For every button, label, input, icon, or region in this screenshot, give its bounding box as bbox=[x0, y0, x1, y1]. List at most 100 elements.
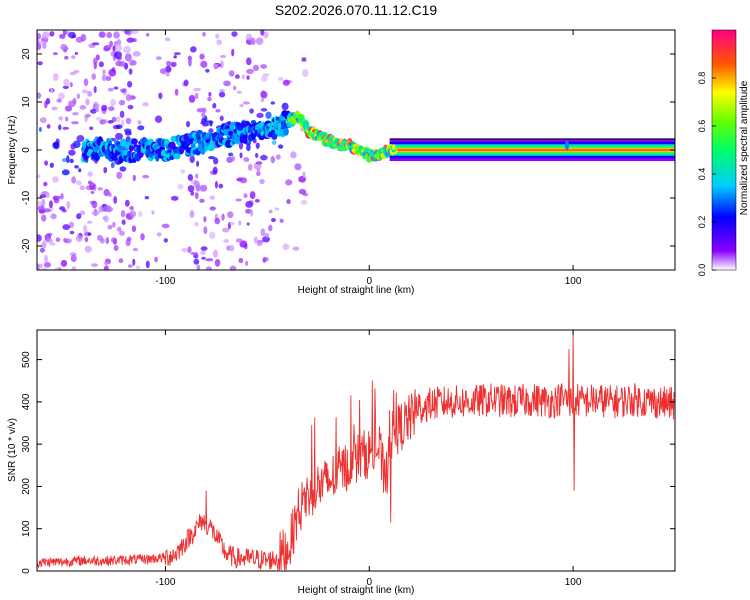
spectrogram-noise-blob bbox=[279, 218, 284, 223]
spectrogram-noise-blob bbox=[37, 92, 42, 99]
spectrogram-noise-blob bbox=[58, 116, 64, 121]
spectrogram-noise-blob bbox=[209, 206, 216, 211]
spectrogram-noise-blob bbox=[231, 155, 235, 162]
spectrogram-noise-blob bbox=[187, 246, 192, 254]
snr-x-tick-label: -100 bbox=[155, 577, 175, 588]
spectrogram-noise-blob bbox=[160, 68, 167, 75]
spectrogram-noise-blob bbox=[208, 128, 214, 134]
spectrogram-noise-blob bbox=[202, 107, 207, 114]
spectrogram-noise-blob bbox=[190, 46, 197, 53]
spectrogram-noise-blob bbox=[228, 70, 235, 77]
spectrogram-noise-blob bbox=[249, 191, 256, 200]
spectrogram-noise-blob bbox=[91, 263, 99, 267]
spectrogram-noise-blob bbox=[111, 116, 117, 123]
spectrogram-noise-blob bbox=[113, 86, 119, 90]
spectrogram-noise-blob bbox=[66, 201, 71, 209]
spectrogram-noise-blob bbox=[193, 87, 202, 92]
snr-x-tick-label: 100 bbox=[565, 577, 582, 588]
spectrogram-noise-blob bbox=[212, 102, 217, 109]
spectrogram-noise-blob bbox=[71, 111, 79, 116]
spectrogram-ridge-band bbox=[389, 149, 675, 151]
spectrogram-noise-blob bbox=[223, 239, 230, 243]
spectrogram-noise-blob bbox=[41, 267, 48, 270]
spectrogram-noise-blob bbox=[205, 266, 213, 270]
spectrogram-noise-blob bbox=[62, 85, 69, 90]
spectrogram-noise-blob bbox=[144, 195, 150, 200]
spectrogram-noise-blob bbox=[231, 31, 238, 37]
spectrogram-noise-blob bbox=[75, 234, 83, 243]
spectrogram-noise-blob bbox=[201, 112, 206, 118]
spectrogram-noise-blob bbox=[262, 257, 267, 264]
spectrogram-noise-blob bbox=[301, 57, 307, 62]
colorbar-tick-label: 0.2 bbox=[697, 216, 707, 229]
spectrogram-noise-blob bbox=[140, 233, 145, 241]
spectrogram-noise-blob bbox=[96, 234, 103, 241]
spectrogram-noise-blob bbox=[194, 221, 200, 227]
snr-x-axis: -100 0 100 bbox=[155, 330, 582, 588]
spectrogram-noise-blob bbox=[193, 180, 200, 188]
spectrogram-noise-blob bbox=[58, 124, 62, 131]
spectrogram-noise-blob bbox=[53, 197, 60, 204]
spectrogram-noise-blob bbox=[129, 210, 137, 218]
spectrogram-noise-blob bbox=[51, 106, 58, 111]
spectrogram-noise-blob bbox=[170, 61, 177, 67]
spectrogram-noise-blob bbox=[105, 75, 112, 81]
snr-y-tick-label: 400 bbox=[21, 393, 32, 410]
spectrogram-noise-blob bbox=[87, 90, 93, 97]
spectrogram-noise-blob bbox=[129, 206, 134, 211]
snr-y-axis: 0 100 200 300 400 500 bbox=[21, 351, 675, 574]
spectrogram-noise-blob bbox=[209, 231, 216, 239]
spectrogram-noise-blob bbox=[49, 31, 55, 37]
spectrogram-ridge-blob bbox=[128, 144, 134, 152]
spectrogram-noise-blob bbox=[127, 104, 134, 110]
spectrogram-noise-blob bbox=[212, 249, 218, 258]
spectrogram-noise-blob bbox=[68, 149, 76, 156]
colorbar-tick-label: 0.6 bbox=[697, 120, 707, 133]
spectrogram-noise-blob bbox=[270, 218, 276, 223]
spectrogram-noise-blob bbox=[194, 92, 199, 100]
snr-y-tick-label: 100 bbox=[21, 520, 32, 537]
spectrogram-noise-blob bbox=[69, 158, 74, 164]
spectrogram-noise-blob bbox=[42, 31, 50, 40]
spectrogram-noise-blob bbox=[209, 195, 216, 200]
spectrogram-noise-blob bbox=[37, 200, 43, 207]
spectrogram-noise-blob bbox=[255, 161, 263, 165]
spectrogram-y-label: Frequency (Hz) bbox=[7, 116, 18, 185]
spectrogram-noise-blob bbox=[79, 105, 87, 110]
spectrogram-noise-blob bbox=[110, 237, 118, 243]
spectrogram-noise-blob bbox=[228, 152, 234, 157]
colorbar-ticks: 0.0 0.2 0.4 0.6 0.8 bbox=[697, 72, 716, 276]
spectrogram-noise-blob bbox=[260, 90, 266, 98]
spectrogram-noise-blob bbox=[84, 236, 89, 243]
spectrogram-noise-blob bbox=[221, 213, 225, 221]
spectrogram-noise-blob bbox=[231, 48, 235, 57]
spectrogram-y-tick-label: 20 bbox=[21, 48, 32, 60]
spectrogram-noise-blob bbox=[60, 259, 68, 267]
spectrogram-noise-blob bbox=[130, 60, 137, 66]
spectrogram-noise-blob bbox=[43, 261, 52, 268]
spectrogram-noise-blob bbox=[63, 78, 70, 87]
spectrogram-noise-blob bbox=[270, 155, 276, 164]
spectrogram-noise-blob bbox=[238, 141, 244, 150]
spectrogram-x-tick-label: 0 bbox=[366, 276, 372, 287]
spectrogram-ridge-blob bbox=[243, 136, 248, 145]
spectrogram-noise-blob bbox=[114, 132, 123, 140]
spectrogram-noise-blob bbox=[245, 200, 254, 208]
spectrogram-noise-blob bbox=[104, 261, 109, 266]
spectrogram-noise-blob bbox=[108, 106, 115, 111]
spectrogram-noise-blob bbox=[62, 224, 71, 231]
spectrogram-noise-blob bbox=[115, 60, 122, 67]
spectrogram-noise-blob bbox=[208, 156, 216, 160]
spectrogram-noise-blob bbox=[245, 33, 253, 41]
spectrogram-noise-blob bbox=[113, 195, 118, 204]
spectrogram-ridge-blob bbox=[131, 138, 138, 145]
spectrogram-noise-blob bbox=[285, 179, 293, 186]
spectrogram-noise-blob bbox=[119, 230, 125, 236]
spectrogram-noise-blob bbox=[145, 32, 150, 37]
spectrogram-noise-blob bbox=[142, 174, 150, 179]
spectrogram-noise-blob bbox=[124, 128, 132, 133]
spectrogram-noise-blob bbox=[91, 200, 98, 209]
spectrogram-noise-blob bbox=[236, 90, 243, 94]
spectrogram-noise-blob bbox=[119, 166, 127, 172]
spectrogram-noise-blob bbox=[71, 55, 76, 60]
